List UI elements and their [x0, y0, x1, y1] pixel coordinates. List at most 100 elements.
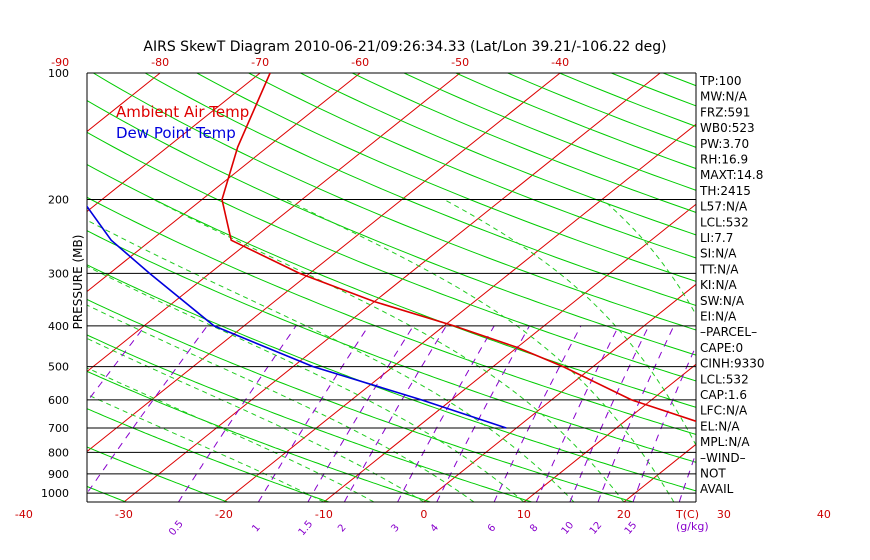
pressure-tick-label: 800	[48, 446, 69, 459]
mixing-ratio-line	[307, 325, 414, 502]
mixing-ratio-line	[87, 325, 146, 403]
index-item: MAXT:14.8	[700, 168, 763, 182]
dry-adiabat-line	[507, 73, 696, 148]
index-item: –WIND–	[700, 451, 746, 465]
mixing-ratio-tick-label: 1.5	[297, 519, 316, 538]
bottom-temp-tick-label: 0	[420, 508, 427, 521]
dry-adiabat-line	[403, 73, 696, 191]
isotherm-line	[423, 283, 696, 502]
dry-adiabat-line	[87, 264, 696, 492]
index-item: EI:N/A	[700, 310, 737, 324]
moist-adiabat-line	[87, 337, 425, 502]
index-item: L57:N/A	[700, 200, 748, 214]
mixing-ratio-line	[257, 325, 370, 502]
index-item: LCL:532	[700, 372, 749, 386]
isotherm-line	[223, 123, 696, 502]
moist-adiabat-line	[87, 304, 475, 502]
isotherm-line	[87, 73, 561, 453]
top-temp-tick-label: -40	[551, 56, 569, 69]
index-item: PW:3.70	[700, 137, 749, 151]
pressure-tick-label: 1000	[41, 487, 69, 500]
bottom-temp-tick-label: 30	[717, 508, 731, 521]
dry-adiabat-line	[87, 99, 696, 356]
mixing-ratio-tick-label: 15	[623, 520, 640, 537]
mixing-ratio-line	[569, 325, 650, 502]
sounding-profiles	[87, 73, 696, 429]
dry-adiabat-line	[93, 73, 696, 331]
mixing-ratio-line	[177, 325, 297, 502]
dry-adiabat-line	[87, 485, 127, 502]
moist-adiabat-line	[828, 200, 870, 503]
dry-adiabat-line	[87, 370, 431, 502]
bottom-temp-tick-label: 40	[817, 508, 831, 521]
bottom-temp-tick-label: 20	[617, 508, 631, 521]
index-item: RH:16.9	[700, 153, 748, 167]
isotherm-line	[323, 203, 696, 502]
index-item: WB0:523	[700, 121, 755, 135]
bottom-temp-tick-label: -30	[115, 508, 133, 521]
index-item: KI:N/A	[700, 278, 737, 292]
index-item: TH:2415	[699, 184, 751, 198]
pressure-tick-label: 400	[48, 320, 69, 333]
bottom-temp-tick-label: -10	[315, 508, 333, 521]
moist-adiabat-line	[87, 265, 525, 502]
isotherm-line	[87, 73, 261, 213]
dry-adiabat-line	[87, 298, 634, 502]
dry-adiabat-line	[196, 73, 696, 282]
moist-adiabat-line	[153, 199, 625, 502]
index-item: AVAIL	[700, 482, 734, 496]
pressure-tick-label: 300	[48, 267, 69, 280]
pressure-tick-label: 700	[48, 422, 69, 435]
mixing-ratio-line	[493, 325, 582, 502]
index-item: LI:7.7	[700, 231, 733, 245]
moist-adiabat-line	[602, 199, 696, 316]
mixing-ratio-tick-label: 3	[389, 522, 402, 534]
mixing-ratio-line	[747, 326, 807, 502]
bottom-temp-tick-label: -40	[15, 508, 33, 521]
pressure-tick-label: 500	[48, 361, 69, 374]
top-temp-tick-label: -70	[251, 56, 269, 69]
series-line-ambient-air-temp	[221, 73, 696, 423]
mixing-ratio-tick-label: 12	[588, 520, 605, 537]
isotherm-line	[87, 73, 461, 373]
top-temp-tick-label: -80	[151, 56, 169, 69]
index-item: TT:N/A	[699, 262, 739, 276]
index-item: EL:N/A	[700, 419, 740, 433]
moist-adiabat-line	[87, 393, 325, 502]
temp-unit-label: T(C)	[675, 508, 699, 521]
mixing-ratio-tick-label: 10	[560, 520, 577, 537]
index-item: LCL:532	[700, 215, 749, 229]
index-item: CAPE:0	[700, 341, 743, 355]
mixing-ratio-unit-label: (g/kg)	[676, 520, 709, 533]
background-lines	[87, 73, 870, 503]
pressure-tick-label: 600	[48, 394, 69, 407]
mixing-ratio-line	[535, 325, 620, 502]
isotherm-line	[87, 73, 361, 293]
dry-adiabat-line	[818, 73, 870, 502]
legend-dew-point-temp: Dew Point Temp	[116, 124, 236, 142]
mixing-ratio-tick-label: 4	[429, 522, 442, 534]
index-item: NOT	[700, 467, 726, 481]
pressure-tick-label: 200	[48, 194, 69, 207]
index-item: SW:N/A	[700, 294, 745, 308]
top-temp-tick-label: -60	[351, 56, 369, 69]
dry-adiabat-line	[87, 334, 532, 502]
index-item: CAP:1.6	[700, 388, 747, 402]
index-item: MPL:N/A	[700, 435, 750, 449]
bottom-temp-tick-label: 10	[517, 508, 531, 521]
mixing-ratio-line	[87, 325, 208, 495]
index-item: CINH:9330	[700, 357, 765, 371]
pressure-tick-label: 900	[48, 468, 69, 481]
dry-adiabat-line	[455, 73, 696, 170]
bottom-temp-tick-label: -20	[215, 508, 233, 521]
mixing-ratio-tick-label: 2	[336, 522, 349, 534]
dry-adiabat-line	[87, 446, 228, 502]
index-item: LFC:N/A	[700, 404, 748, 418]
dry-adiabat-line	[300, 73, 696, 236]
isotherm-line	[123, 73, 661, 502]
index-item: –PARCEL–	[700, 325, 757, 339]
dry-adiabat-line	[87, 131, 696, 382]
y-axis-label: PRESSURE (MB)	[71, 235, 85, 330]
mixing-ratio-line	[796, 326, 850, 502]
